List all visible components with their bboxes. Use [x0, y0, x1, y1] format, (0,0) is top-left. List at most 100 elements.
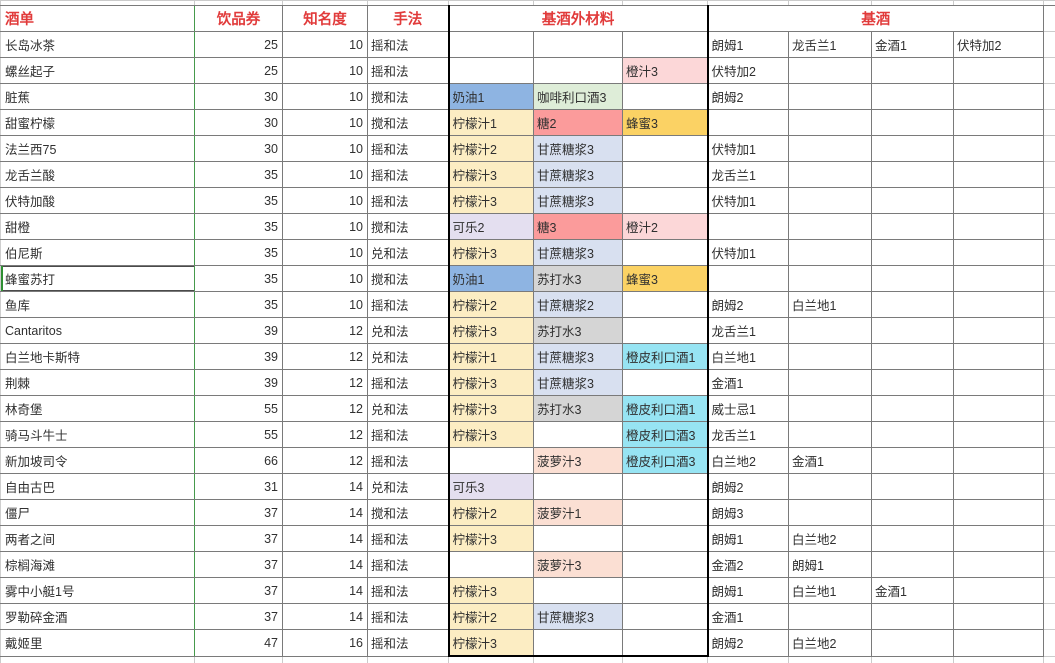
empty-cell[interactable]: [871, 656, 954, 663]
base-liquor-cell[interactable]: 金酒2: [706, 551, 789, 578]
material-cell[interactable]: [533, 629, 623, 657]
base-liquor-cell[interactable]: [871, 187, 954, 214]
base-liquor-cell[interactable]: [871, 395, 954, 422]
material-cell[interactable]: 苏打水3: [533, 395, 623, 422]
ticket-cell[interactable]: 30: [194, 109, 283, 136]
material-cell[interactable]: [533, 421, 623, 448]
base-liquor-cell[interactable]: 白兰地1: [788, 291, 872, 318]
material-cell[interactable]: [622, 161, 708, 188]
base-liquor-cell[interactable]: [871, 551, 954, 578]
material-cell[interactable]: 柠檬汁2: [447, 603, 534, 630]
fame-cell[interactable]: 10: [282, 31, 368, 58]
base-liquor-cell[interactable]: 朗姆3: [706, 499, 789, 526]
base-liquor-cell[interactable]: [871, 473, 954, 500]
empty-cell[interactable]: [953, 656, 1044, 663]
empty-cell[interactable]: [1043, 499, 1055, 526]
base-liquor-cell[interactable]: [871, 629, 954, 657]
ticket-cell[interactable]: 35: [194, 187, 283, 214]
method-cell[interactable]: 摇和法: [367, 629, 449, 657]
method-cell[interactable]: 搅和法: [367, 83, 449, 110]
base-liquor-cell[interactable]: [953, 135, 1044, 162]
fame-cell[interactable]: 10: [282, 135, 368, 162]
ticket-cell[interactable]: 66: [194, 447, 283, 474]
material-cell[interactable]: [622, 551, 708, 578]
base-liquor-cell[interactable]: 金酒1: [706, 369, 789, 396]
base-liquor-cell[interactable]: [953, 213, 1044, 240]
base-liquor-cell[interactable]: [788, 343, 872, 370]
material-cell[interactable]: 蜂蜜3: [622, 109, 708, 136]
material-cell[interactable]: 橙皮利口酒3: [622, 447, 708, 474]
base-liquor-cell[interactable]: [788, 213, 872, 240]
base-liquor-cell[interactable]: 金酒1: [871, 31, 954, 58]
base-liquor-cell[interactable]: [871, 421, 954, 448]
base-liquor-cell[interactable]: [788, 109, 872, 136]
base-liquor-cell[interactable]: 朗姆2: [706, 629, 789, 657]
empty-cell[interactable]: [1043, 421, 1055, 448]
empty-cell[interactable]: [282, 656, 368, 663]
material-cell[interactable]: 甘蔗糖浆3: [533, 369, 623, 396]
base-liquor-cell[interactable]: 白兰地2: [788, 525, 872, 552]
base-liquor-cell[interactable]: [953, 447, 1044, 474]
material-cell[interactable]: 苏打水3: [533, 317, 623, 344]
material-cell[interactable]: 甘蔗糖浆3: [533, 603, 623, 630]
material-cell[interactable]: [622, 577, 708, 604]
base-liquor-cell[interactable]: [788, 161, 872, 188]
base-liquor-cell[interactable]: 朗姆2: [706, 473, 789, 500]
base-liquor-cell[interactable]: 伏特加1: [706, 239, 789, 266]
empty-cell[interactable]: [1043, 109, 1055, 136]
base-liquor-cell[interactable]: [871, 499, 954, 526]
base-liquor-cell[interactable]: [953, 551, 1044, 578]
base-liquor-cell[interactable]: 朗姆1: [706, 577, 789, 604]
ticket-cell[interactable]: 55: [194, 395, 283, 422]
method-cell[interactable]: 搅和法: [367, 499, 449, 526]
fame-cell[interactable]: 14: [282, 603, 368, 630]
base-liquor-cell[interactable]: 朗姆2: [706, 291, 789, 318]
empty-cell[interactable]: [1043, 265, 1055, 292]
base-liquor-cell[interactable]: [871, 265, 954, 292]
material-cell[interactable]: 柠檬汁1: [447, 343, 534, 370]
empty-cell[interactable]: [1043, 187, 1055, 214]
material-cell[interactable]: 柠檬汁2: [447, 499, 534, 526]
fame-cell[interactable]: 14: [282, 577, 368, 604]
empty-cell[interactable]: [1043, 369, 1055, 396]
material-cell[interactable]: 柠檬汁3: [447, 161, 534, 188]
ticket-cell[interactable]: 25: [194, 31, 283, 58]
method-cell[interactable]: 摇和法: [367, 421, 449, 448]
base-liquor-cell[interactable]: 伏特加2: [706, 57, 789, 84]
fame-cell[interactable]: 14: [282, 499, 368, 526]
drink-name-cell[interactable]: 蜂蜜苏打: [0, 265, 195, 292]
material-cell[interactable]: [447, 447, 534, 474]
method-cell[interactable]: 摇和法: [367, 57, 449, 84]
material-cell[interactable]: [447, 551, 534, 578]
ticket-cell[interactable]: 37: [194, 551, 283, 578]
method-cell[interactable]: 搅和法: [367, 265, 449, 292]
column-header-method[interactable]: 手法: [367, 5, 449, 32]
base-liquor-cell[interactable]: [953, 343, 1044, 370]
empty-cell[interactable]: [1043, 161, 1055, 188]
empty-cell[interactable]: [707, 656, 789, 663]
fame-cell[interactable]: 10: [282, 291, 368, 318]
material-cell[interactable]: 柠檬汁3: [447, 395, 534, 422]
material-cell[interactable]: [622, 135, 708, 162]
base-liquor-cell[interactable]: [788, 265, 872, 292]
base-liquor-cell[interactable]: [871, 109, 954, 136]
ticket-cell[interactable]: 37: [194, 577, 283, 604]
base-liquor-cell[interactable]: [788, 187, 872, 214]
base-liquor-cell[interactable]: 金酒1: [788, 447, 872, 474]
ticket-cell[interactable]: 25: [194, 57, 283, 84]
empty-cell[interactable]: [1043, 213, 1055, 240]
method-cell[interactable]: 摇和法: [367, 525, 449, 552]
base-liquor-cell[interactable]: [953, 161, 1044, 188]
material-cell[interactable]: [622, 603, 708, 630]
ticket-cell[interactable]: 47: [194, 629, 283, 657]
material-cell[interactable]: [533, 473, 623, 500]
fame-cell[interactable]: 10: [282, 83, 368, 110]
material-cell[interactable]: [447, 31, 534, 58]
material-cell[interactable]: 奶油1: [447, 83, 534, 110]
base-liquor-cell[interactable]: [788, 395, 872, 422]
base-liquor-cell[interactable]: 朗姆1: [706, 525, 789, 552]
fame-cell[interactable]: 10: [282, 239, 368, 266]
fame-cell[interactable]: 12: [282, 317, 368, 344]
ticket-cell[interactable]: 55: [194, 421, 283, 448]
base-liquor-cell[interactable]: 白兰地1: [706, 343, 789, 370]
